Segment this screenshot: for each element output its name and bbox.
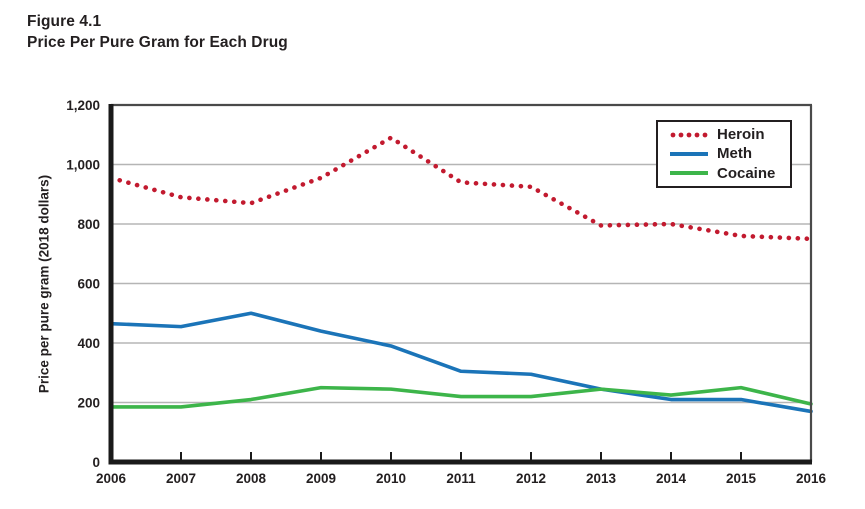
x-tick-label: 2008 — [236, 471, 267, 486]
legend-item-meth: Meth — [668, 144, 786, 163]
y-tick-label: 600 — [77, 277, 100, 292]
x-tick-label: 2015 — [726, 471, 757, 486]
legend-label-meth: Meth — [717, 145, 752, 163]
y-tick-label: 200 — [77, 396, 100, 411]
x-tick-label: 2009 — [306, 471, 336, 486]
x-tick-label: 2016 — [796, 471, 827, 486]
x-tick-label: 2006 — [96, 471, 127, 486]
x-tick-label: 2007 — [166, 471, 196, 486]
x-tick-label: 2011 — [446, 471, 476, 486]
legend-box: Heroin Meth Cocaine — [656, 120, 792, 188]
legend-label-heroin: Heroin — [717, 126, 765, 144]
legend-swatch-meth — [670, 151, 708, 156]
legend-item-heroin: Heroin — [668, 125, 786, 144]
x-tick-label: 2013 — [586, 471, 617, 486]
x-tick-label: 2012 — [516, 471, 546, 486]
y-tick-label: 1,200 — [66, 98, 100, 113]
y-tick-label: 400 — [77, 336, 100, 351]
legend-swatch-heroin — [670, 132, 708, 138]
legend-swatch-cocaine — [670, 171, 708, 176]
series-meth-line — [109, 311, 813, 414]
legend-label-cocaine: Cocaine — [717, 164, 776, 182]
series-cocaine-line — [109, 385, 813, 409]
x-tick-label: 2010 — [376, 471, 406, 486]
legend-item-cocaine: Cocaine — [668, 164, 786, 183]
figure-label: Figure 4.1 — [27, 13, 102, 30]
y-tick-label: 1,000 — [66, 158, 100, 173]
figure-title: Price Per Pure Gram for Each Drug — [27, 34, 288, 51]
figure-title-block: Figure 4.1 Price Per Pure Gram for Each … — [27, 11, 288, 53]
x-tick-label: 2014 — [656, 471, 687, 486]
y-tick-label: 800 — [77, 217, 100, 232]
y-tick-label: 0 — [92, 455, 100, 470]
